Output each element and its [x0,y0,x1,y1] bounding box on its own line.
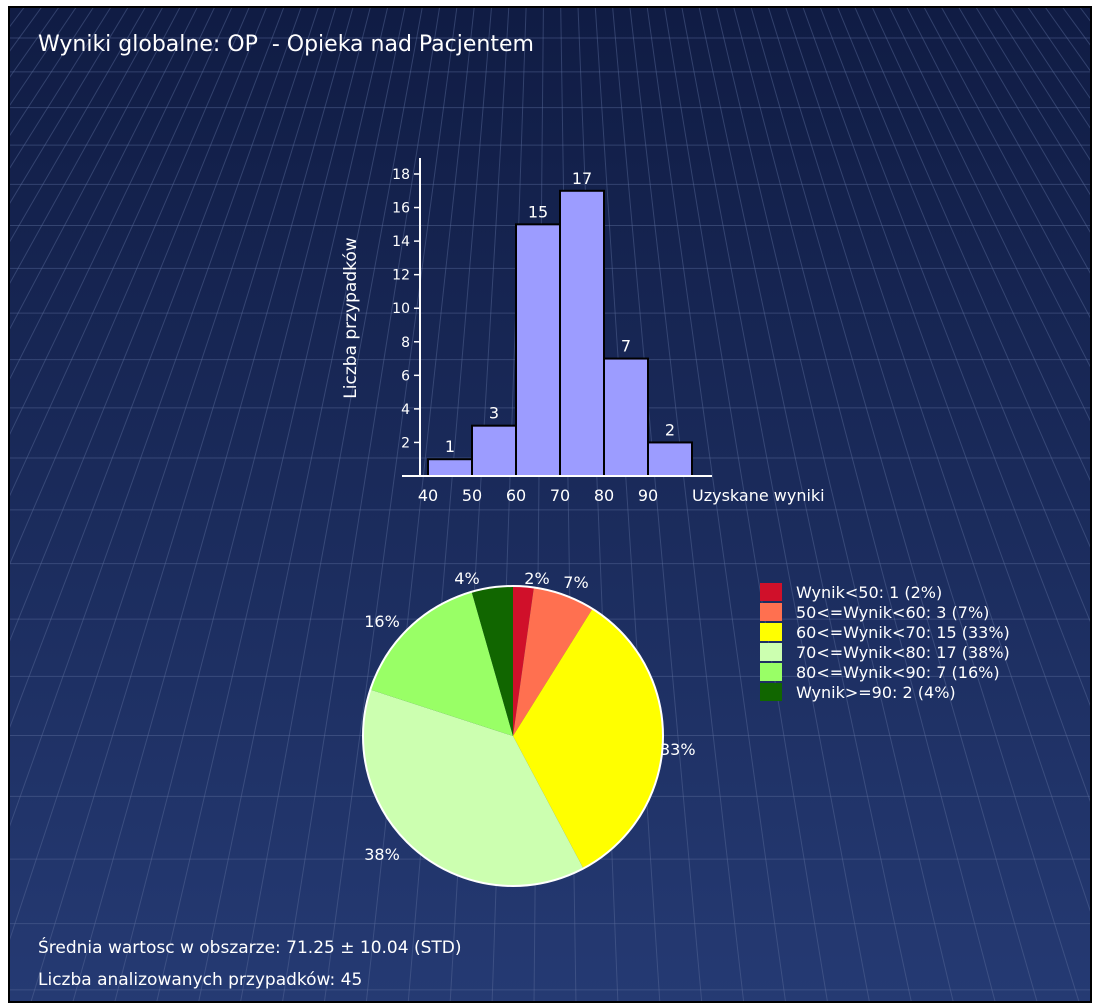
legend-entry: 70<=Wynik<80: 17 (38%) [796,643,1010,662]
pie-percent-label: 7% [563,573,588,592]
pie-slice [513,587,593,736]
legend-swatch [760,603,782,621]
chart-panel: 1 3 15 17 7 2 2 4 6 8 10 12 14 16 18 40 50 60 70 80 90 Uzyska… [8,6,1092,1003]
histogram-bar [515,223,561,477]
bar-data-label: 3 [489,404,499,423]
pie-chart: 2% 7% 33% 38% 16% 4% Wynik<50: 1 (2%)50<=Wynik… [362,569,1010,887]
y-tick-label: 12 [392,268,410,284]
mean-stat: Średnia wartosc w obszarze: 71.25 ± 10.0… [38,938,462,958]
legend-swatch [760,623,782,641]
y-tick-label: 10 [392,301,410,317]
y-tick-label: 16 [392,201,410,217]
y-tick-label: 14 [392,234,410,250]
pie-percent-label: 4% [454,569,479,588]
pie-outline [362,585,664,887]
x-tick-label: 40 [418,486,438,505]
pie-slice [471,586,513,736]
x-tick-label: 80 [594,486,614,505]
y-tick-label: 2 [401,435,410,451]
x-tick-label: 50 [462,486,482,505]
pie-percent-label: 38% [364,845,400,864]
grid-lines [10,8,1090,1001]
legend-swatch [760,643,782,661]
y-tick-label: 8 [401,335,410,351]
x-tick-label: 90 [638,486,658,505]
legend-entry: 60<=Wynik<70: 15 (33%) [796,623,1010,642]
bar-data-label: 17 [572,169,592,188]
y-tick-label: 18 [392,167,410,183]
pie-percent-label: 2% [524,569,549,588]
chart-title: Wyniki globalne: OP - Opieka nad Pacjent… [38,32,534,57]
bar-data-label: 2 [665,420,675,439]
x-axis-label: Uzyskane wyniki [692,486,825,505]
bar-data-label: 15 [528,202,548,221]
legend-swatch [760,663,782,681]
x-tick-label: 60 [506,486,526,505]
pie-slice [513,586,534,736]
pie-slice [370,591,513,736]
pie-slice [513,608,663,869]
bar-data-label: 7 [621,337,631,356]
pie-percent-label: 33% [660,740,696,759]
legend-swatch [760,683,782,701]
x-tick-label: 70 [550,486,570,505]
legend-entry: 80<=Wynik<90: 7 (16%) [796,663,1000,682]
y-tick-label: 4 [401,402,410,418]
bar-data-label: 1 [445,437,455,456]
histogram-bar [647,441,693,478]
legend-entry: Wynik>=90: 2 (4%) [796,683,956,702]
legend-entry: 50<=Wynik<60: 3 (7%) [796,603,989,622]
histogram-bar [559,189,605,477]
count-stat: Liczba analizowanych przypadków: 45 [38,970,363,990]
legend-swatch [760,583,782,601]
pie-percent-label: 16% [364,612,400,631]
histogram-bar [603,357,649,477]
legend-entry: Wynik<50: 1 (2%) [796,583,942,602]
y-tick-label: 6 [401,368,410,384]
pie-slice [363,689,584,887]
y-axis-label: Liczba przypadków [341,237,361,398]
